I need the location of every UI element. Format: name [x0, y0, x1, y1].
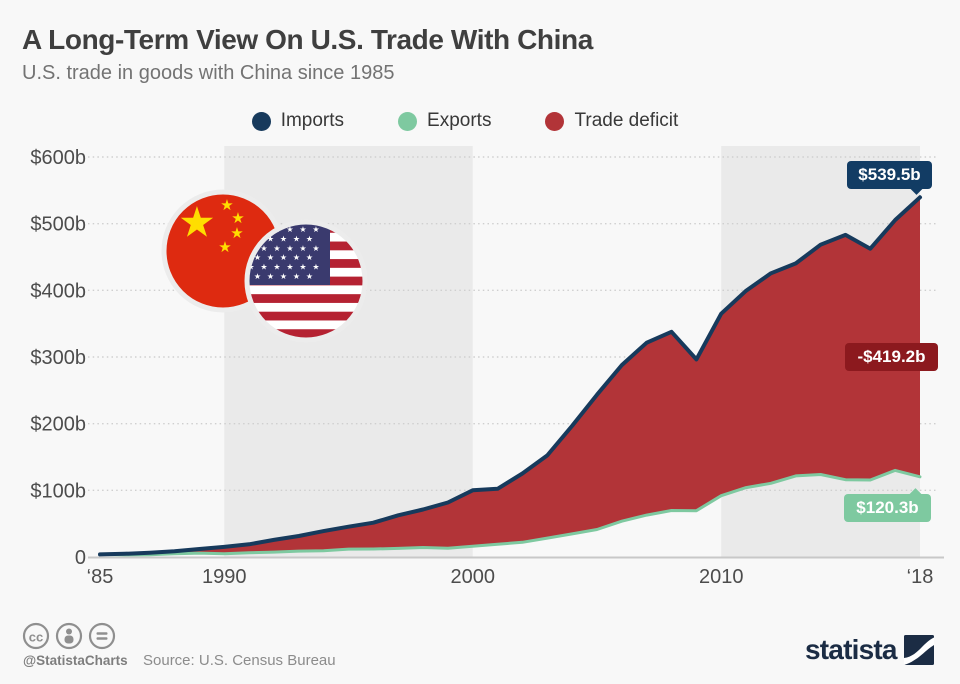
x-tick-label: 2000	[450, 566, 495, 588]
legend-item-imports: Imports	[251, 110, 345, 132]
x-tick-label: 2010	[699, 566, 744, 588]
chart-legend: Imports Exports Trade deficit	[0, 110, 930, 132]
flag-star: ★	[299, 263, 306, 272]
flag-star: ★	[231, 209, 244, 227]
flag-star: ★	[260, 263, 267, 272]
statista-logo-icon	[903, 635, 934, 665]
x-tick-label: 1990	[202, 566, 247, 588]
imports-dot-icon	[251, 111, 271, 131]
cc-icon: cc	[22, 622, 50, 650]
y-tick-label: $400b	[30, 280, 86, 302]
statista-charts-handle: @StatistaCharts	[23, 653, 128, 668]
flag-star: ★	[286, 244, 293, 253]
legend-item-trade-deficit: Trade deficit	[545, 110, 678, 132]
flags-illustration: ★ ★★★★ ★★★★★★★★★★★★★★★★★★★★★★★★★★★★★★★★★	[161, 189, 368, 343]
flag-star: ★	[220, 196, 233, 214]
flag-star: ★	[267, 234, 274, 243]
flag-star: ★	[306, 234, 313, 243]
x-tick-label: ‘85	[87, 566, 114, 588]
exports-value-badge: $120.3b	[844, 488, 931, 522]
flag-star: ★	[230, 224, 243, 242]
flag-star: ★	[267, 253, 274, 262]
flag-star: ★	[273, 263, 280, 272]
flag-star: ★	[293, 253, 300, 262]
flag-star: ★	[273, 244, 280, 253]
y-tick-label: 0	[75, 547, 86, 569]
flag-star: ★	[247, 263, 254, 272]
svg-text:cc: cc	[29, 630, 43, 645]
flag-star: ★	[312, 225, 319, 234]
flag-star: ★	[280, 253, 287, 262]
statista-logo-text: statista	[805, 634, 897, 665]
flag-star: ★	[293, 272, 300, 281]
flag-star: ★	[312, 263, 319, 272]
imports-value-badge: $539.5b	[847, 161, 932, 195]
y-tick-label: $200b	[30, 414, 86, 436]
flag-star: ★	[293, 234, 300, 243]
y-tick-label: $100b	[30, 480, 86, 502]
exports-value-label: $120.3b	[856, 498, 919, 517]
flag-star: ★	[312, 244, 319, 253]
us-flag-stripe	[249, 329, 363, 338]
legend-label-exports: Exports	[427, 110, 492, 131]
y-tick-label: $300b	[30, 347, 86, 369]
page-title: A Long-Term View On U.S. Trade With Chin…	[22, 24, 593, 55]
trade-deficit-value-badge: -$419.2b	[845, 343, 938, 371]
y-tick-label: $500b	[30, 214, 86, 236]
legend-label-imports: Imports	[280, 110, 345, 131]
x-tick-label: ‘18	[907, 566, 934, 588]
trade-deficit-value-label: -$419.2b	[857, 347, 926, 366]
flag-star: ★	[299, 244, 306, 253]
flag-star: ★	[299, 225, 306, 234]
flag-star: ★	[254, 272, 261, 281]
attribution-icon	[55, 622, 83, 650]
flag-star: ★	[286, 225, 293, 234]
y-axis-labels: $600b $500b $400b $300b $200b $100b 0	[30, 147, 86, 569]
trade-deficit-dot-icon	[545, 111, 565, 131]
flag-star: ★	[286, 263, 293, 272]
exports-dot-icon	[398, 111, 418, 131]
flag-star: ★	[260, 244, 267, 253]
flag-star: ★	[280, 234, 287, 243]
page-subtitle: U.S. trade in goods with China since 198…	[22, 62, 395, 84]
legend-item-exports: Exports	[398, 110, 491, 132]
flag-star: ★	[267, 272, 274, 281]
flag-star: ★	[218, 238, 231, 256]
trade-deficit-area	[100, 197, 920, 555]
legend-label-trade-deficit: Trade deficit	[574, 110, 679, 131]
x-axis-labels: ‘85 1990 2000 2010 ‘18	[87, 566, 934, 588]
trade-area-chart: $600b $500b $400b $300b $200b $100b 0 ‘85 1990 2…	[30, 146, 944, 588]
source-text: Source: U.S. Census Bureau	[143, 652, 336, 669]
imports-value-label: $539.5b	[858, 165, 921, 184]
us-flag-stripe	[249, 311, 363, 321]
statista-logo: statista	[805, 634, 934, 666]
flag-star: ★	[254, 253, 261, 262]
y-tick-label: $600b	[30, 147, 86, 169]
no-derivatives-icon	[88, 622, 116, 650]
us-flag-stripe	[249, 294, 363, 303]
flag-star: ★	[280, 272, 287, 281]
flag-star: ★	[306, 253, 313, 262]
us-flag-icon: ★★★★★★★★★★★★★★★★★★★★★★★★★★★★★★★★★	[244, 219, 368, 343]
cc-license-icons: cc	[22, 622, 116, 650]
imports-line	[98, 195, 922, 557]
flag-star: ★	[306, 272, 313, 281]
exports-line	[98, 468, 922, 557]
